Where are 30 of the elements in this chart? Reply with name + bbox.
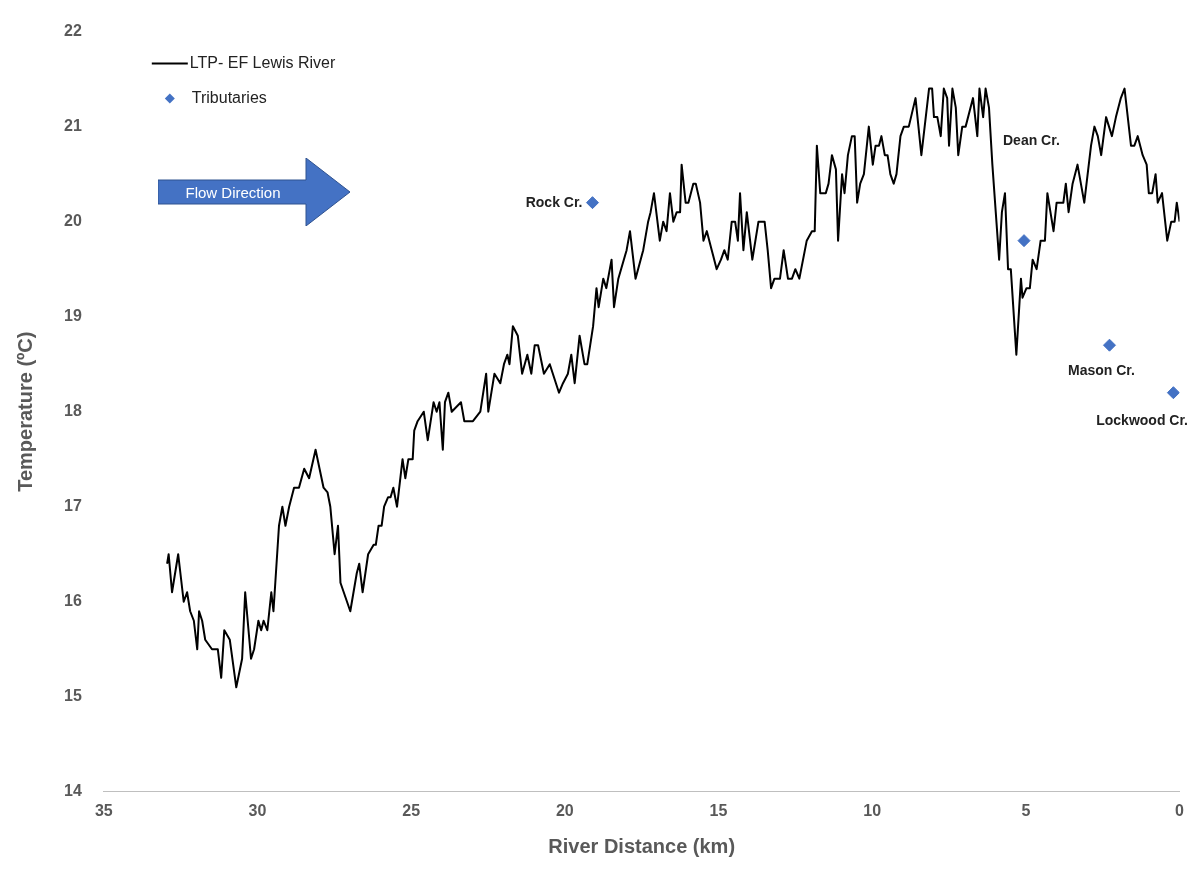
x-tick-label: 30: [248, 801, 267, 819]
x-tick-label: 10: [863, 801, 882, 819]
y-tick-label: 19: [64, 307, 82, 325]
x-tick-label: 15: [709, 801, 728, 819]
point: [1017, 234, 1031, 248]
legend-label: LTP- EF Lewis River: [189, 54, 336, 72]
y-tick-label: 18: [64, 402, 82, 420]
x-tick-label: 5: [1021, 801, 1031, 819]
y-tick-label: 17: [64, 497, 82, 515]
point: [1166, 386, 1180, 400]
y-tick-label: 16: [64, 592, 82, 610]
y-tick-label: 15: [64, 687, 82, 705]
annotation: Mason Cr.: [1068, 362, 1135, 379]
x-tick-label: 20: [555, 801, 574, 819]
annotation: Flow Direction: [184, 183, 282, 203]
annotation: Dean Cr.: [1001, 132, 1062, 148]
y-tick-label: 21: [64, 117, 82, 135]
x-axis-title: River Distance (km): [548, 834, 736, 857]
x-tick-label: 25: [402, 801, 421, 819]
y-tick-label: 14: [64, 782, 82, 800]
point: [1102, 338, 1116, 352]
legend-label: Tributaries: [191, 89, 267, 107]
annotation: Rock Cr.: [525, 193, 583, 210]
y-axis-title: Temperature (ºC): [13, 331, 36, 492]
x-tick-label: 35: [94, 801, 113, 819]
annotation: Lockwood Cr.: [1096, 411, 1189, 428]
y-tick-label: 20: [64, 212, 82, 230]
point: [586, 196, 599, 210]
y-tick-label: 22: [64, 22, 82, 40]
x-tick-label: 0: [1175, 801, 1185, 819]
